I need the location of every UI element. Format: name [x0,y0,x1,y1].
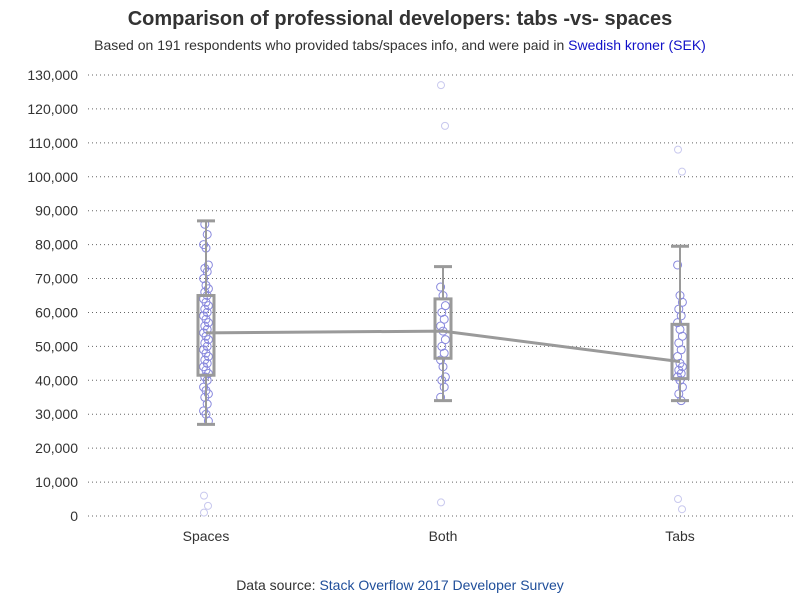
data-point [674,304,684,314]
data-point [676,311,686,321]
data-point [436,355,446,365]
outlier-point [200,508,208,517]
data-point [674,389,684,399]
y-tick-label: 130,000 [27,67,78,83]
data-point [202,229,212,239]
outlier-point [674,495,682,504]
outlier-point [674,145,682,154]
outlier-point [678,167,686,176]
data-point [439,382,449,392]
box-iqr [433,297,453,360]
data-point [202,267,212,277]
y-tick-label: 110,000 [28,135,78,151]
y-tick-label: 120,000 [27,101,78,117]
median-connect-line [205,329,681,364]
outlier-point [441,121,449,130]
gridlines [88,74,795,517]
y-tick-label: 60,000 [35,304,78,320]
data-point [677,382,687,392]
data-point [677,297,687,307]
source-label: Data source: [236,577,320,593]
data-point [436,282,446,292]
data-point [439,314,449,324]
outlier-point [678,505,686,514]
x-tick-label: Tabs [665,528,695,544]
data-point [676,345,686,355]
y-tick-label: 30,000 [35,406,78,422]
source-link[interactable]: Stack Overflow 2017 Developer Survey [319,577,564,593]
currency-link[interactable]: Swedish kroner (SEK) [568,37,706,53]
y-tick-label: 90,000 [35,203,78,219]
outlier-point [437,498,445,507]
data-point [440,301,450,311]
y-tick-label: 50,000 [35,338,78,354]
outlier-point [437,81,445,90]
y-tick-label: 0 [70,508,78,524]
y-tick-label: 100,000 [27,169,78,185]
data-source: Data source: Stack Overflow 2017 Develop… [0,577,800,593]
y-tick-label: 20,000 [35,440,78,456]
data-point [440,335,450,345]
box-iqr [670,322,690,381]
data-point [673,260,683,270]
y-axis-tick-labels: 0 10,000 20,000 30,000 40,000 50,000 60,000 70,… [27,67,78,524]
data-point [437,307,447,317]
data-point [437,341,447,351]
data-point [200,392,210,402]
data-point [437,375,447,385]
y-tick-label: 10,000 [35,474,78,490]
data-point [202,399,212,409]
y-tick-label: 40,000 [35,372,78,388]
data-point [199,274,209,284]
box-iqr [196,294,216,377]
y-tick-label: 80,000 [35,237,78,253]
y-tick-label: 70,000 [35,271,78,287]
data-point [674,338,684,348]
chart-subtitle: Based on 191 respondents who provided ta… [0,37,800,53]
data-point [673,318,683,328]
outlier-point [204,501,212,510]
data-point [677,331,687,341]
x-tick-label: Spaces [183,528,230,544]
subtitle-text: Based on 191 respondents who provided ta… [94,37,569,53]
x-axis-tick-labels: Spaces Both Tabs [183,528,695,544]
x-tick-label: Both [429,528,458,544]
outlier-point [200,491,208,500]
chart-title: Comparison of professional developers: t… [127,8,673,30]
boxes [196,219,690,426]
data-point [436,321,446,331]
median-line [205,329,681,364]
outlier-points [200,81,686,517]
